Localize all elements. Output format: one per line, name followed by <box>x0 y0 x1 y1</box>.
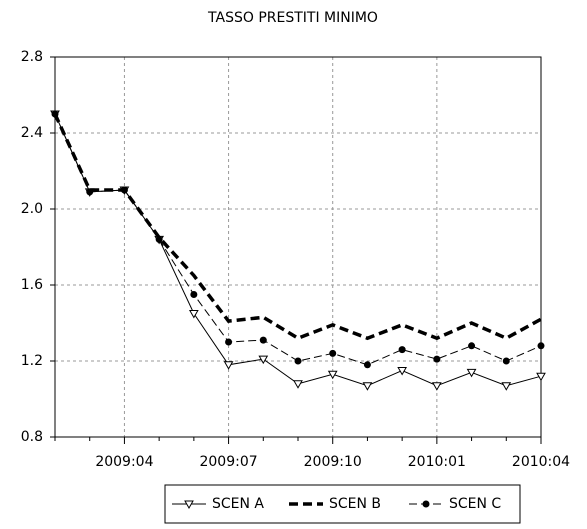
series-line <box>53 113 542 341</box>
marker <box>258 355 269 365</box>
y-tick-label: 2.4 <box>21 125 43 141</box>
marker <box>502 357 510 365</box>
y-tick-label: 1.6 <box>21 277 43 293</box>
marker <box>86 188 94 196</box>
x-tick-label: 2010:04 <box>512 454 570 470</box>
y-tick-label: 2.0 <box>21 201 43 217</box>
y-tick-label: 0.8 <box>21 429 43 445</box>
marker <box>155 235 163 243</box>
marker <box>120 186 128 194</box>
marker <box>466 368 477 378</box>
series-line <box>54 113 542 366</box>
marker <box>363 361 371 369</box>
legend-label: SCEN B <box>329 496 381 512</box>
series-line <box>54 113 542 387</box>
x-tick-label: 2009:07 <box>199 454 257 470</box>
marker <box>537 342 545 350</box>
y-tick-label: 1.2 <box>21 353 43 369</box>
legend-box <box>164 484 521 524</box>
legend-label: SCEN A <box>212 496 264 512</box>
marker <box>431 382 442 391</box>
marker <box>501 382 512 391</box>
marker <box>225 338 233 346</box>
x-tick-label: 2010:01 <box>408 454 466 470</box>
marker <box>184 500 194 510</box>
marker <box>259 336 267 344</box>
marker <box>327 370 338 380</box>
marker <box>223 361 234 370</box>
marker <box>329 349 337 357</box>
marker <box>433 355 441 363</box>
marker <box>398 346 406 354</box>
marker <box>51 110 59 118</box>
marker <box>468 342 476 350</box>
marker <box>190 291 198 298</box>
marker <box>294 357 302 365</box>
marker <box>536 372 546 382</box>
marker <box>397 367 408 376</box>
marker <box>362 382 373 391</box>
x-tick-label: 2009:10 <box>304 454 362 470</box>
chart-title: TASSO PRESTITI MINIMO <box>207 10 378 26</box>
marker <box>293 380 303 389</box>
marker <box>422 500 430 508</box>
marker <box>188 310 199 319</box>
legend-label: SCEN C <box>449 496 501 512</box>
plot-frame <box>54 56 542 438</box>
x-tick-label: 2009:04 <box>95 454 153 470</box>
y-tick-label: 2.8 <box>21 49 43 65</box>
